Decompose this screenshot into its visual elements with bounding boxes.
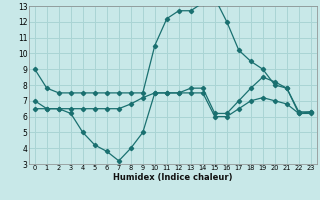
X-axis label: Humidex (Indice chaleur): Humidex (Indice chaleur) — [113, 173, 233, 182]
